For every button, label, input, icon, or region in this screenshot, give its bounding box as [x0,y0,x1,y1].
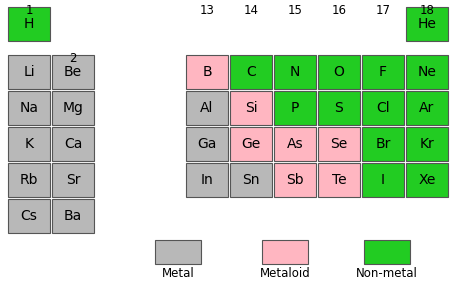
Text: Cl: Cl [376,101,390,115]
Text: Ge: Ge [241,137,261,151]
Text: Ga: Ga [197,137,217,151]
FancyBboxPatch shape [274,91,316,125]
Text: P: P [291,101,299,115]
Text: Te: Te [332,173,346,187]
FancyBboxPatch shape [230,91,272,125]
FancyBboxPatch shape [274,55,316,89]
Text: Cs: Cs [20,209,37,223]
FancyBboxPatch shape [8,199,50,233]
FancyBboxPatch shape [186,91,228,125]
Text: F: F [379,65,387,79]
FancyBboxPatch shape [8,7,50,41]
FancyBboxPatch shape [52,127,94,161]
Text: Metaloid: Metaloid [260,267,310,280]
Text: Li: Li [23,65,35,79]
FancyBboxPatch shape [186,127,228,161]
FancyBboxPatch shape [230,163,272,197]
Text: 16: 16 [331,4,346,17]
Text: Na: Na [19,101,38,115]
Text: Kr: Kr [419,137,434,151]
Text: 17: 17 [375,4,391,17]
FancyBboxPatch shape [8,91,50,125]
Text: He: He [418,17,437,31]
Text: I: I [381,173,385,187]
Text: 13: 13 [200,4,214,17]
FancyBboxPatch shape [406,55,448,89]
Text: Si: Si [245,101,257,115]
FancyBboxPatch shape [318,163,360,197]
Text: As: As [287,137,303,151]
FancyBboxPatch shape [8,55,50,89]
Text: Xe: Xe [419,173,436,187]
Text: Sr: Sr [66,173,80,187]
Text: K: K [25,137,34,151]
FancyBboxPatch shape [406,7,448,41]
FancyBboxPatch shape [155,240,201,264]
FancyBboxPatch shape [362,55,404,89]
Text: C: C [246,65,256,79]
FancyBboxPatch shape [8,127,50,161]
FancyBboxPatch shape [406,163,448,197]
FancyBboxPatch shape [362,127,404,161]
Text: Sb: Sb [286,173,304,187]
FancyBboxPatch shape [364,240,410,264]
FancyBboxPatch shape [362,91,404,125]
Text: 2: 2 [69,52,77,65]
Text: Se: Se [330,137,347,151]
Text: Ca: Ca [64,137,82,151]
Text: Al: Al [201,101,214,115]
FancyBboxPatch shape [52,91,94,125]
FancyBboxPatch shape [274,163,316,197]
Text: Sn: Sn [242,173,260,187]
Text: 1: 1 [25,4,33,17]
FancyBboxPatch shape [406,127,448,161]
FancyBboxPatch shape [406,91,448,125]
Text: Br: Br [375,137,391,151]
FancyBboxPatch shape [318,91,360,125]
Text: Be: Be [64,65,82,79]
Text: 15: 15 [288,4,302,17]
FancyBboxPatch shape [8,163,50,197]
FancyBboxPatch shape [52,163,94,197]
Text: Ne: Ne [418,65,437,79]
FancyBboxPatch shape [52,199,94,233]
Text: N: N [290,65,300,79]
FancyBboxPatch shape [318,127,360,161]
Text: Rb: Rb [20,173,38,187]
FancyBboxPatch shape [230,55,272,89]
Text: Ba: Ba [64,209,82,223]
Text: B: B [202,65,212,79]
FancyBboxPatch shape [274,127,316,161]
Text: In: In [201,173,213,187]
FancyBboxPatch shape [52,55,94,89]
Text: 18: 18 [419,4,435,17]
Text: Mg: Mg [63,101,83,115]
Text: S: S [335,101,343,115]
FancyBboxPatch shape [230,127,272,161]
Text: Non-metal: Non-metal [356,267,418,280]
Text: Metal: Metal [162,267,194,280]
Text: 14: 14 [244,4,258,17]
Text: Ar: Ar [419,101,435,115]
Text: H: H [24,17,34,31]
FancyBboxPatch shape [186,163,228,197]
FancyBboxPatch shape [362,163,404,197]
Text: O: O [334,65,345,79]
FancyBboxPatch shape [186,55,228,89]
FancyBboxPatch shape [262,240,308,264]
FancyBboxPatch shape [318,55,360,89]
